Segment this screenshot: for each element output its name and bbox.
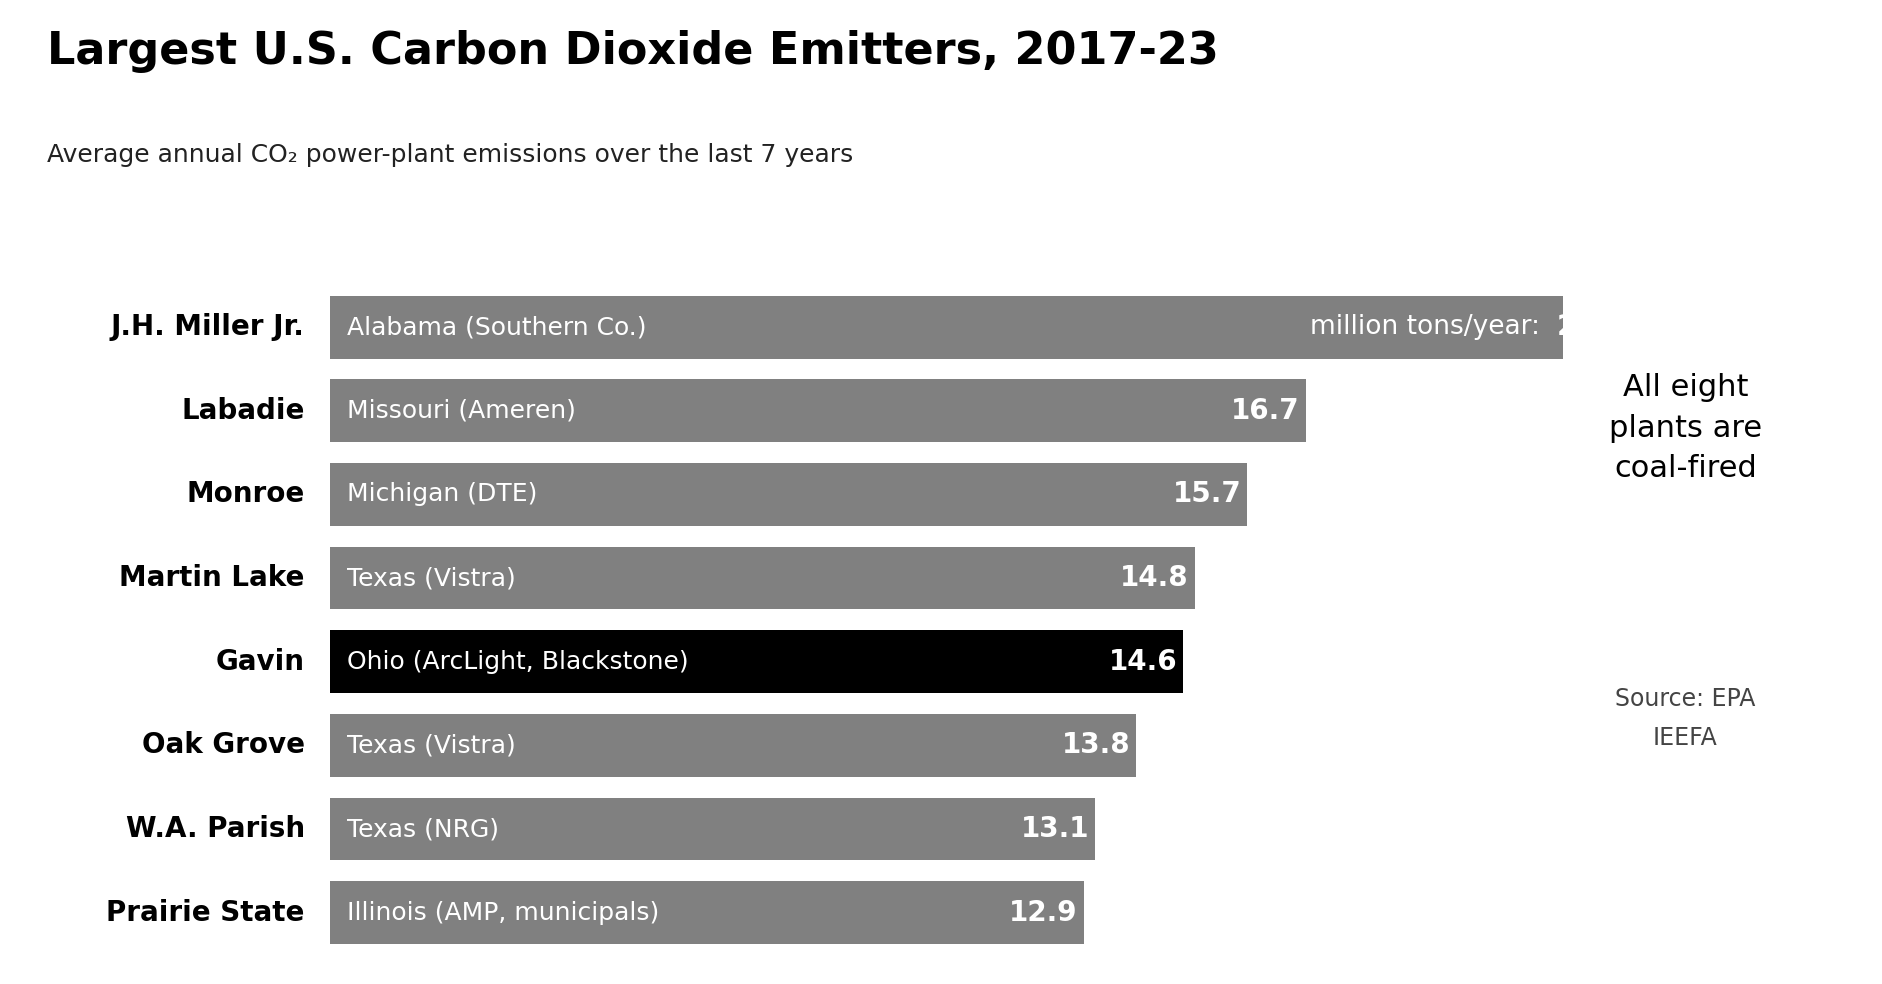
Bar (329, 296, 1562, 358)
Text: Texas (Vistra): Texas (Vistra) (346, 733, 516, 758)
Bar (329, 380, 1304, 442)
Bar (329, 714, 1135, 776)
Text: 15.7: 15.7 (1172, 480, 1240, 509)
Text: W.A. Parish: W.A. Parish (126, 815, 305, 843)
Text: 13.1: 13.1 (1020, 815, 1090, 843)
Text: Missouri (Ameren): Missouri (Ameren) (346, 399, 576, 423)
Text: Illinois (AMP, municipals): Illinois (AMP, municipals) (346, 900, 659, 925)
Text: 16.7: 16.7 (1231, 397, 1299, 425)
Text: Average annual CO₂ power-plant emissions over the last 7 years: Average annual CO₂ power-plant emissions… (47, 143, 853, 166)
Text: Texas (Vistra): Texas (Vistra) (346, 566, 516, 590)
Bar (329, 547, 1193, 609)
Text: Ohio (ArcLight, Blackstone): Ohio (ArcLight, Blackstone) (346, 649, 689, 674)
Text: Oak Grove: Oak Grove (141, 731, 305, 760)
Text: Texas (NRG): Texas (NRG) (346, 817, 499, 841)
Text: Labadie: Labadie (181, 397, 305, 425)
Text: J.H. Miller Jr.: J.H. Miller Jr. (111, 313, 305, 341)
Text: Gavin: Gavin (216, 647, 305, 676)
Text: Alabama (Southern Co.): Alabama (Southern Co.) (346, 315, 646, 339)
Text: 14.6: 14.6 (1108, 647, 1176, 676)
Bar (329, 798, 1095, 860)
Text: Largest U.S. Carbon Dioxide Emitters, 2017-23: Largest U.S. Carbon Dioxide Emitters, 20… (47, 30, 1218, 73)
Text: Prairie State: Prairie State (107, 898, 305, 927)
Text: million tons/year:: million tons/year: (1310, 314, 1556, 340)
Text: 12.9: 12.9 (1009, 898, 1077, 927)
Text: All eight
plants are
coal-fired: All eight plants are coal-fired (1607, 373, 1762, 483)
Text: 14.8: 14.8 (1120, 564, 1188, 592)
Text: Monroe: Monroe (186, 480, 305, 509)
Text: Source: EPA
IEEFA: Source: EPA IEEFA (1615, 687, 1754, 750)
Bar (329, 631, 1182, 693)
Text: Michigan (DTE): Michigan (DTE) (346, 482, 536, 507)
Bar (329, 882, 1082, 944)
Text: Martin Lake: Martin Lake (119, 564, 305, 592)
Bar (329, 463, 1246, 525)
Text: 21.1: 21.1 (1556, 313, 1624, 341)
Text: 13.8: 13.8 (1061, 731, 1129, 760)
